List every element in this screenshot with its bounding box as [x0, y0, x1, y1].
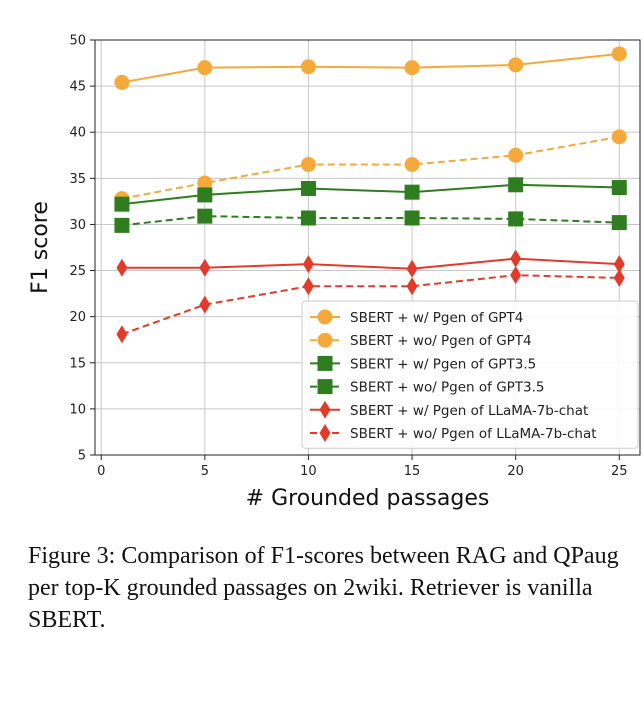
series-2 — [114, 129, 627, 207]
series-5 — [116, 249, 625, 278]
series-line — [121, 52, 620, 84]
legend: SBERT + w/ Pgen of GPT4 SBERT + wo/ Pgen … — [301, 300, 639, 449]
legend-entry: SBERT + w/ Pgen of LLaMA-7b-chat — [310, 400, 588, 419]
series-line — [121, 135, 620, 200]
legend-entry: SBERT + w/ Pgen of GPT3.5 — [310, 355, 536, 372]
data-point — [302, 277, 314, 296]
data-point — [611, 215, 627, 231]
legend-entry: SBERT + wo/ Pgen of GPT3.5 — [310, 379, 545, 396]
legend-marker — [317, 379, 333, 395]
series-3 — [114, 177, 627, 212]
data-point — [404, 184, 420, 200]
legend-label: SBERT + wo/ Pgen of GPT3.5 — [350, 380, 545, 396]
series-line — [121, 215, 620, 227]
data-point — [406, 277, 418, 296]
data-point — [302, 255, 314, 274]
y-axis-label: F1 score — [28, 201, 53, 294]
legend-label: SBERT + w/ Pgen of LLaMA-7b-chat — [350, 403, 588, 419]
data-point — [116, 258, 128, 277]
legend-marker — [319, 424, 331, 442]
x-tick-label: 10 — [300, 464, 317, 479]
series-6 — [116, 266, 625, 344]
x-tick-label: 25 — [611, 464, 628, 479]
data-point — [114, 217, 130, 233]
series-line — [121, 183, 620, 206]
data-point — [611, 180, 627, 196]
y-tick-label: 25 — [69, 264, 86, 279]
legend-entry: SBERT + wo/ Pgen of LLaMA-7b-chat — [310, 424, 597, 442]
x-tick-label: 20 — [507, 464, 524, 479]
data-point — [300, 59, 316, 75]
data-point — [197, 208, 213, 224]
x-tick-label: 0 — [97, 464, 105, 479]
data-point — [510, 249, 522, 268]
series-layer — [114, 46, 627, 344]
y-tick-label: 30 — [69, 218, 86, 233]
y-tick-label: 10 — [69, 402, 86, 417]
legend-marker — [317, 355, 333, 371]
y-axis: 5 10 15 20 25 30 35 40 45 50 — [69, 34, 95, 464]
data-point — [300, 180, 316, 196]
legend-entry: SBERT + wo/ Pgen of GPT4 — [310, 332, 532, 349]
series-line — [121, 274, 620, 336]
data-point — [404, 60, 420, 76]
legend-entry: SBERT + w/ Pgen of GPT4 — [310, 309, 523, 326]
y-tick-label: 35 — [69, 172, 86, 187]
data-point — [114, 196, 130, 212]
y-tick-label: 20 — [69, 310, 86, 325]
x-axis: 0 5 10 15 20 25 — [97, 455, 628, 479]
data-point — [508, 177, 524, 193]
plot-frame — [94, 39, 641, 456]
data-point — [611, 46, 627, 62]
legend-label: SBERT + wo/ Pgen of LLaMA-7b-chat — [350, 426, 597, 442]
data-point — [510, 266, 522, 285]
data-point — [197, 60, 213, 76]
data-point — [404, 210, 420, 226]
data-point — [508, 147, 524, 163]
data-point — [197, 175, 213, 191]
grid-lines — [95, 39, 640, 456]
x-tick-label: 15 — [404, 464, 421, 479]
data-point — [300, 157, 316, 172]
data-point — [613, 268, 625, 287]
series-4 — [114, 208, 627, 233]
legend-label: SBERT + w/ Pgen of GPT4 — [350, 310, 523, 326]
data-point — [404, 157, 420, 172]
legend-label: SBERT + wo/ Pgen of GPT4 — [350, 333, 532, 349]
legend-marker — [317, 332, 333, 348]
data-point — [611, 129, 627, 145]
y-tick-label: 15 — [69, 356, 86, 371]
data-point — [197, 187, 213, 203]
data-point — [199, 258, 211, 277]
y-tick-label: 50 — [69, 34, 86, 49]
series-1 — [114, 46, 627, 90]
y-tick-label: 45 — [69, 80, 86, 95]
x-tick-label: 5 — [201, 464, 209, 479]
y-tick-label: 5 — [78, 449, 86, 464]
data-point — [508, 211, 524, 227]
legend-box — [301, 300, 639, 449]
legend-label: SBERT + w/ Pgen of GPT3.5 — [350, 356, 536, 372]
data-point — [613, 255, 625, 274]
figure-caption: Figure 3: Comparison of F1-scores betwee… — [28, 543, 619, 633]
data-point — [199, 295, 211, 314]
y-tick-label: 40 — [69, 126, 86, 141]
x-axis-label: # Grounded passages — [246, 486, 490, 511]
data-point — [300, 210, 316, 226]
data-point — [508, 57, 524, 73]
series-line — [121, 257, 620, 270]
data-point — [114, 74, 130, 90]
legend-marker — [319, 400, 331, 419]
data-point — [406, 259, 418, 278]
legend-marker — [317, 309, 333, 325]
data-point — [116, 325, 128, 344]
